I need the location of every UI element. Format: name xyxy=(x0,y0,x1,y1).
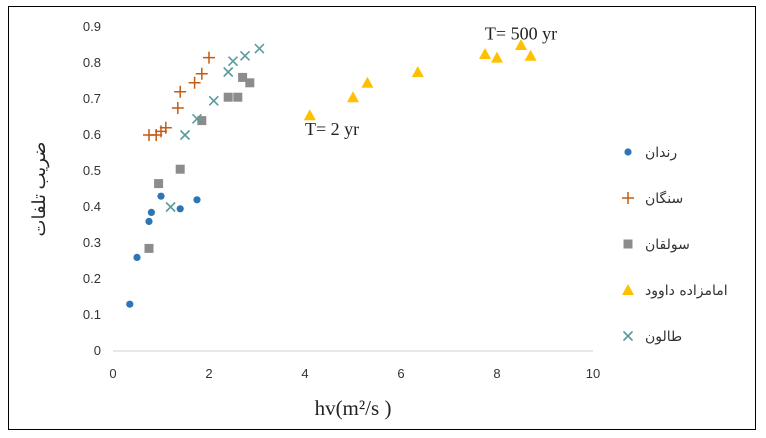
legend-marker xyxy=(623,239,633,249)
y-tick-label: 0.3 xyxy=(83,235,101,250)
x-axis-title: hv(m²/s ) xyxy=(315,396,392,420)
data-point xyxy=(361,76,374,88)
data-point xyxy=(479,48,491,59)
data-point xyxy=(347,91,359,103)
x-tick-label: 6 xyxy=(397,366,404,381)
data-point xyxy=(239,50,251,61)
data-point xyxy=(145,217,153,225)
data-point xyxy=(176,205,184,213)
y-tick-label: 0.4 xyxy=(83,199,101,214)
x-tick-label: 4 xyxy=(301,366,308,381)
y-tick-label: 0.8 xyxy=(83,55,101,70)
y-axis-title: ضریب تلفات xyxy=(29,142,50,237)
legend-marker xyxy=(622,330,634,342)
data-point xyxy=(179,129,191,141)
data-point xyxy=(195,67,208,80)
data-point xyxy=(175,164,185,174)
data-point xyxy=(154,179,164,189)
data-point xyxy=(133,253,141,261)
y-tick-label: 0.1 xyxy=(83,307,101,322)
data-point xyxy=(191,113,203,124)
data-point xyxy=(223,66,234,78)
data-point xyxy=(203,51,215,64)
legend-label: سنگان xyxy=(645,190,683,207)
data-point xyxy=(157,192,165,200)
data-point xyxy=(188,76,201,89)
data-point xyxy=(233,92,243,102)
x-tick-label: 10 xyxy=(586,366,600,381)
data-point xyxy=(208,95,219,106)
data-point xyxy=(147,208,155,216)
y-tick-label: 0.6 xyxy=(83,127,101,142)
data-point xyxy=(227,56,239,67)
data-point xyxy=(491,51,503,63)
legend-marker xyxy=(622,284,634,295)
data-point xyxy=(524,49,537,61)
y-tick-label: 0 xyxy=(94,343,101,358)
legend-marker xyxy=(622,192,634,204)
annotation-label: T= 2 yr xyxy=(305,119,359,139)
data-point xyxy=(174,85,187,98)
data-point xyxy=(303,109,316,121)
data-point xyxy=(411,66,424,77)
x-tick-label: 8 xyxy=(493,366,500,381)
data-point xyxy=(515,39,527,50)
data-point xyxy=(165,201,176,213)
x-tick-label: 0 xyxy=(109,366,116,381)
data-point xyxy=(223,92,233,102)
legend-marker xyxy=(624,148,632,156)
legend-label: طالون xyxy=(645,329,682,345)
annotation-label: T= 500 yr xyxy=(485,24,557,44)
data-point xyxy=(171,102,184,114)
legend-label: سولقان xyxy=(645,237,690,253)
data-point xyxy=(126,300,134,308)
legend-label: رندان xyxy=(645,145,677,161)
legend-label: امامزاده داوود xyxy=(645,283,728,299)
data-point xyxy=(238,72,248,82)
data-point xyxy=(193,196,201,204)
data-point xyxy=(144,243,154,253)
y-tick-label: 0.7 xyxy=(83,91,101,106)
y-tick-label: 0.9 xyxy=(83,19,101,34)
scatter-chart: 0 0.1 0.2 0.3 0.4 0.5 0.6 0.7 0.8 0.9 0 2 4 6 8 10 hv(m²… xyxy=(29,19,728,420)
y-tick-label: 0.2 xyxy=(83,271,101,286)
data-point xyxy=(159,121,172,134)
y-tick-label: 0.5 xyxy=(83,163,101,178)
x-tick-label: 2 xyxy=(205,366,212,381)
data-point xyxy=(197,116,207,126)
data-point xyxy=(245,78,255,88)
data-point xyxy=(254,43,265,54)
chart-frame: 0 0.1 0.2 0.3 0.4 0.5 0.6 0.7 0.8 0.9 0 2 4 6 8 10 hv(m²… xyxy=(8,6,756,430)
